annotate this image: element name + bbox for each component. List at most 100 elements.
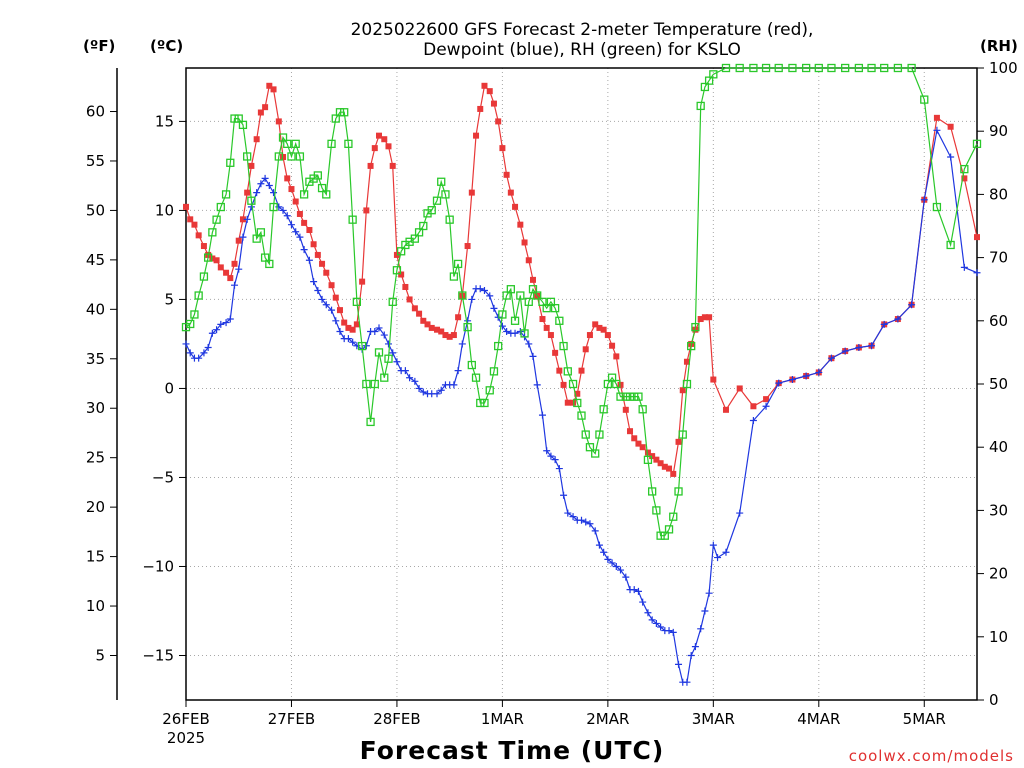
dewpoint-point [257, 180, 265, 188]
plot-frame [185, 67, 978, 701]
dewpoint-point [344, 335, 352, 343]
temperature-point [578, 367, 585, 374]
dewpoint-point [880, 320, 888, 328]
temperature-point [389, 162, 396, 169]
dewpoint-point [401, 367, 409, 375]
temperature-point [428, 324, 435, 331]
temperature-point [200, 243, 207, 250]
rh-tick-label: 30 [989, 501, 1008, 519]
dewpoint-point [217, 320, 225, 328]
temperature-point [701, 314, 708, 321]
dewpoint-point [270, 189, 278, 197]
temperature-point [490, 100, 497, 107]
rh-point [494, 341, 503, 351]
temperature-point [301, 219, 308, 226]
rh-point [471, 373, 481, 382]
rh-point [322, 190, 331, 199]
rh-point [414, 228, 424, 237]
dewpoint-point [644, 609, 652, 617]
dewpoint-point [595, 541, 603, 549]
temperature-point [697, 316, 704, 323]
rh-point [735, 63, 744, 73]
fahrenheit-tick-label: 45 [86, 251, 105, 269]
dewpoint-point [283, 212, 291, 220]
temperature-point [613, 353, 620, 360]
dewpoint-point [687, 651, 695, 659]
rh-point [467, 360, 476, 370]
rh-point [907, 63, 916, 73]
x-tick-label: 27FEB [268, 710, 315, 728]
dewpoint-point [639, 598, 647, 606]
dewpoint-point [908, 301, 916, 309]
temperature-point [266, 82, 273, 89]
rh-point [774, 63, 783, 73]
dewpoint-point [498, 322, 506, 330]
rh-point [502, 291, 511, 300]
rh-point [441, 190, 450, 199]
temperature-point [353, 321, 360, 328]
temperature-point [434, 326, 441, 333]
rh-point [563, 367, 572, 376]
rh-tick-label: 60 [989, 312, 1008, 330]
temperature-point [446, 333, 453, 340]
rh-point [366, 417, 375, 427]
temperature-point [710, 376, 717, 383]
rh-point [603, 379, 613, 389]
temperature-point [450, 332, 457, 339]
rh-point [559, 341, 568, 351]
dewpoint-point [933, 126, 941, 134]
dewpoint-point [389, 349, 397, 357]
dewpoint-point [683, 678, 691, 686]
rh-point [287, 152, 296, 161]
celsius-tick-label: 5 [164, 290, 174, 308]
temperature-point [385, 143, 392, 150]
temperature-point [657, 460, 664, 467]
rh-point [625, 392, 635, 401]
dewpoint-point [415, 384, 423, 392]
rh-point [652, 506, 661, 515]
dewpoint-point [454, 367, 462, 375]
fahrenheit-tick-label: 5 [95, 646, 105, 664]
temperature-point [217, 264, 224, 271]
temperature-point [310, 241, 317, 248]
rh-point [510, 316, 520, 325]
dewpoint-point [261, 174, 269, 182]
rh-point [577, 411, 586, 420]
rh-point [449, 272, 459, 281]
temperature-point [617, 381, 624, 388]
rh-point [489, 367, 499, 376]
rh-point [234, 114, 243, 123]
temperature-point [406, 296, 413, 303]
dewpoint-point [894, 315, 902, 323]
dewpoint-point [555, 465, 563, 473]
fahrenheit-tick-label: 40 [86, 300, 105, 318]
rh-point [190, 310, 199, 319]
rh-point [498, 310, 507, 319]
rh-point [550, 304, 560, 313]
rh-tick-label: 50 [989, 375, 1008, 393]
dewpoint-point [657, 623, 665, 631]
dewpoint-point [200, 349, 208, 357]
rh-tick-label: 100 [989, 59, 1018, 77]
dewpoint-point [486, 292, 494, 300]
temperature-point [564, 399, 571, 406]
temperature-point [666, 465, 673, 472]
dewpoint-point [204, 344, 212, 352]
dewpoint-point [310, 278, 318, 286]
rh-point [344, 139, 353, 148]
temperature-point [635, 440, 642, 447]
rh-point [630, 392, 639, 401]
rh-point [463, 322, 472, 332]
rh-point [269, 202, 278, 212]
temperature-point [231, 260, 238, 267]
dewpoint-point [722, 548, 730, 556]
rh-point [880, 63, 889, 73]
dewpoint-point [749, 416, 757, 424]
temperature-point [376, 132, 383, 139]
rh-point [524, 297, 533, 306]
dewpoint-point [705, 589, 713, 597]
rh-point [374, 348, 384, 357]
rh-point [721, 63, 731, 73]
rh-point [265, 259, 274, 269]
